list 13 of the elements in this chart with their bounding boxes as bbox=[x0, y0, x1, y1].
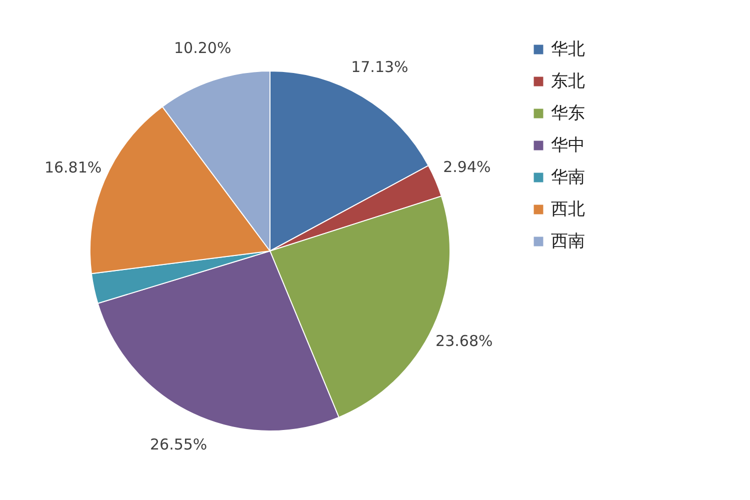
data-label: 2.94% bbox=[443, 158, 491, 176]
data-label: 10.20% bbox=[174, 38, 232, 57]
data-label: 16.81% bbox=[44, 158, 102, 176]
data-label: 17.13% bbox=[351, 58, 408, 76]
legend-label: 西南 bbox=[551, 232, 585, 252]
legend-label: 华北 bbox=[551, 40, 585, 60]
data-label: 23.68% bbox=[436, 332, 493, 350]
legend-label: 华南 bbox=[551, 168, 585, 188]
data-label: 26.55% bbox=[150, 435, 208, 454]
legend-label: 华东 bbox=[551, 104, 585, 124]
legend-label: 东北 bbox=[551, 72, 585, 92]
legend-label: 西北 bbox=[551, 200, 585, 220]
legend-label: 华中 bbox=[551, 136, 585, 156]
